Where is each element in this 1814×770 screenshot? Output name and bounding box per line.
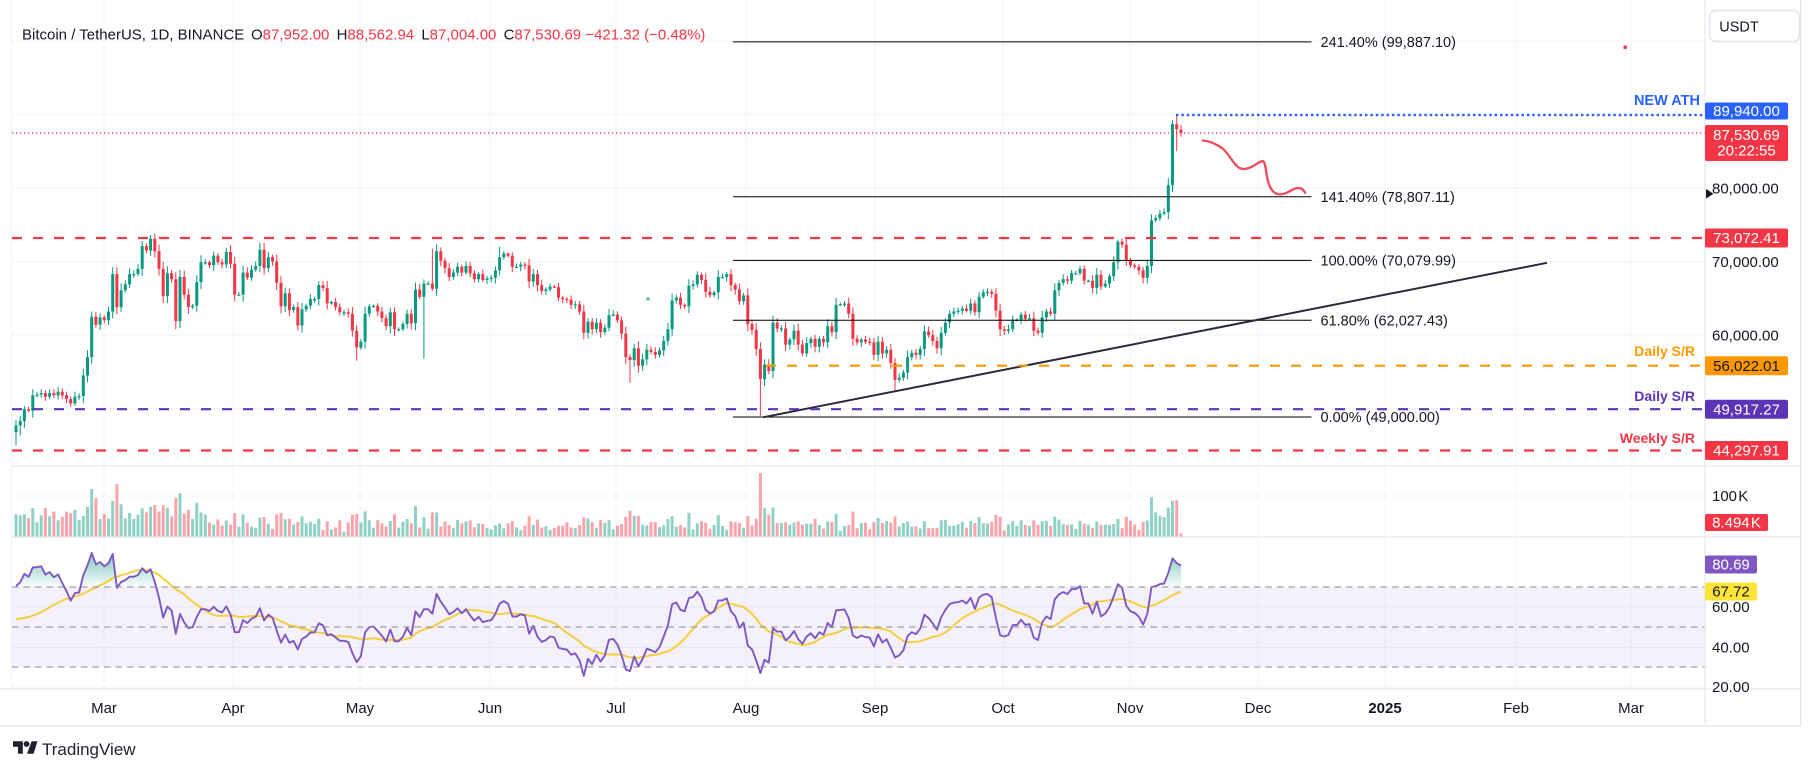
svg-text:NEW ATH: NEW ATH bbox=[1634, 93, 1700, 109]
svg-text:Jul: Jul bbox=[606, 700, 625, 717]
svg-text:USDT: USDT bbox=[1719, 20, 1759, 36]
svg-text:20.00: 20.00 bbox=[1712, 679, 1750, 696]
svg-text:73,072.41: 73,072.41 bbox=[1713, 230, 1780, 247]
svg-text:Apr: Apr bbox=[221, 700, 244, 717]
svg-text:O87,952.00 H88,562.94 L87,00: O87,952.00 H88,562.94 L87,004.00 C87,530… bbox=[251, 26, 705, 43]
svg-text:8.494 K: 8.494 K bbox=[1712, 515, 1761, 532]
svg-text:241.40% (99,887.10): 241.40% (99,887.10) bbox=[1321, 35, 1456, 51]
svg-text:89,940.00: 89,940.00 bbox=[1713, 103, 1780, 120]
svg-text:20:22:55: 20:22:55 bbox=[1717, 143, 1775, 160]
svg-text:2025: 2025 bbox=[1368, 700, 1401, 717]
svg-text:80.69: 80.69 bbox=[1712, 557, 1750, 574]
svg-text:40.00: 40.00 bbox=[1712, 640, 1750, 657]
svg-text:60,000.00: 60,000.00 bbox=[1712, 327, 1779, 344]
svg-text:Daily S/R: Daily S/R bbox=[1634, 343, 1695, 359]
svg-text:Sep: Sep bbox=[862, 700, 889, 717]
svg-text:60.00: 60.00 bbox=[1712, 599, 1750, 616]
svg-text:Bitcoin / TetherUS, 1D, BINANC: Bitcoin / TetherUS, 1D, BINANCE bbox=[22, 26, 244, 43]
svg-text:Weekly S/R: Weekly S/R bbox=[1620, 430, 1695, 446]
svg-text:0.00% (49,000.00): 0.00% (49,000.00) bbox=[1321, 410, 1440, 426]
svg-text:61.80% (62,027.43): 61.80% (62,027.43) bbox=[1321, 313, 1448, 329]
svg-text:Nov: Nov bbox=[1117, 700, 1144, 717]
svg-text:67.72: 67.72 bbox=[1712, 584, 1750, 601]
svg-text:Mar: Mar bbox=[91, 700, 117, 717]
svg-text:Aug: Aug bbox=[733, 700, 760, 717]
svg-text:44,297.91: 44,297.91 bbox=[1713, 443, 1780, 460]
svg-text:Oct: Oct bbox=[991, 700, 1015, 717]
svg-text:Mar: Mar bbox=[1618, 700, 1644, 717]
svg-text:87,530.69: 87,530.69 bbox=[1713, 127, 1780, 144]
svg-text:Feb: Feb bbox=[1503, 700, 1529, 717]
svg-text:TradingView: TradingView bbox=[42, 740, 136, 759]
svg-text:100.00% (70,079.99): 100.00% (70,079.99) bbox=[1321, 254, 1456, 270]
svg-text:141.40% (78,807.11): 141.40% (78,807.11) bbox=[1321, 190, 1455, 206]
svg-text:Daily S/R: Daily S/R bbox=[1634, 388, 1695, 404]
svg-text:Jun: Jun bbox=[478, 700, 502, 717]
svg-text:Dec: Dec bbox=[1245, 700, 1272, 717]
svg-text:56,022.01: 56,022.01 bbox=[1713, 358, 1780, 375]
svg-text:70,000.00: 70,000.00 bbox=[1712, 254, 1779, 271]
svg-text:May: May bbox=[346, 700, 375, 717]
svg-text:100 K: 100 K bbox=[1712, 488, 1748, 505]
svg-text:80,000.00: 80,000.00 bbox=[1712, 180, 1779, 197]
svg-text:49,917.27: 49,917.27 bbox=[1713, 401, 1780, 418]
